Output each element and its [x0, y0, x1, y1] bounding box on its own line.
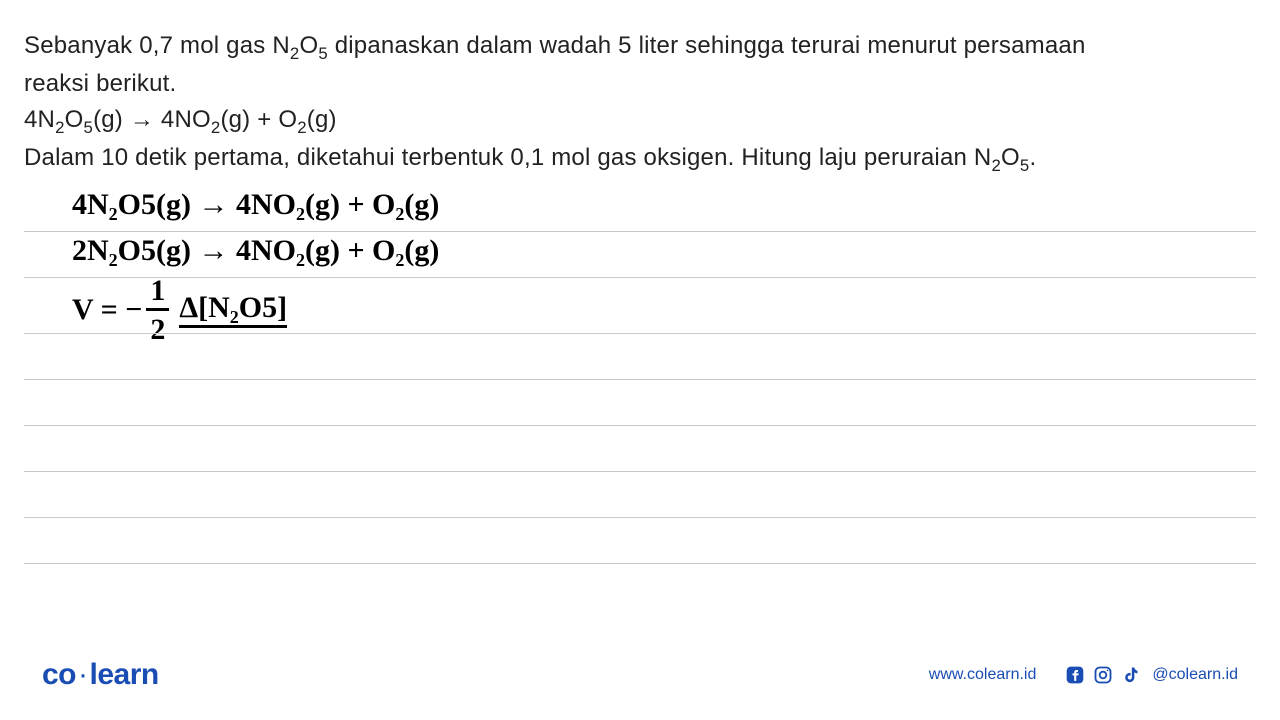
- ruled-line: [24, 232, 1256, 278]
- txt: (g): [307, 106, 337, 133]
- sub: 5: [84, 118, 94, 137]
- work-area: 4N₂O5(g) → 4NO₂(g) + O₂(g) 2N₂O5(g) → 4N…: [24, 186, 1256, 564]
- txt: (g) + O: [220, 106, 297, 133]
- logo-co: co: [42, 658, 76, 691]
- logo-learn: learn: [90, 658, 159, 691]
- txt: O: [65, 106, 84, 133]
- sub: 2: [290, 44, 300, 63]
- logo-dot: ·: [78, 658, 88, 691]
- ruled-line: [24, 186, 1256, 232]
- facebook-icon: [1064, 664, 1086, 686]
- sub: 2: [991, 156, 1001, 175]
- ruled-line: [24, 426, 1256, 472]
- footer-right: www.colearn.id @colearn.id: [929, 664, 1238, 686]
- sub: 2: [55, 118, 65, 137]
- txt: O: [1001, 144, 1020, 171]
- instagram-icon: [1092, 664, 1114, 686]
- ruled-line: [24, 472, 1256, 518]
- ruled-line: [24, 518, 1256, 564]
- sub: 5: [1020, 156, 1030, 175]
- problem-statement: Sebanyak 0,7 mol gas N2O5 dipanaskan dal…: [24, 28, 1256, 178]
- txt: dipanaskan dalam wadah 5 liter sehingga …: [328, 32, 1086, 59]
- social-handle: @colearn.id: [1152, 666, 1238, 684]
- problem-line4-pre: Dalam 10 detik pertama, diketahui terben…: [24, 144, 991, 171]
- social-links: @colearn.id: [1064, 664, 1238, 686]
- problem-line1-pre: Sebanyak 0,7 mol gas N: [24, 32, 290, 59]
- ruled-line: [24, 334, 1256, 380]
- sub: 2: [211, 118, 221, 137]
- brand-logo: co·learn: [42, 658, 159, 692]
- equation-pre: 4N: [24, 106, 55, 133]
- ruled-line: [24, 380, 1256, 426]
- footer: co·learn www.colearn.id @colearn.id: [0, 658, 1280, 692]
- txt: (g) → 4NO: [93, 106, 211, 133]
- problem-line2: reaksi berikut.: [24, 70, 176, 97]
- txt: O: [299, 32, 318, 59]
- ruled-line: [24, 278, 1256, 334]
- sub: 2: [297, 118, 307, 137]
- txt: .: [1029, 144, 1036, 171]
- website-url: www.colearn.id: [929, 666, 1037, 684]
- sub: 5: [318, 44, 328, 63]
- tiktok-icon: [1120, 664, 1142, 686]
